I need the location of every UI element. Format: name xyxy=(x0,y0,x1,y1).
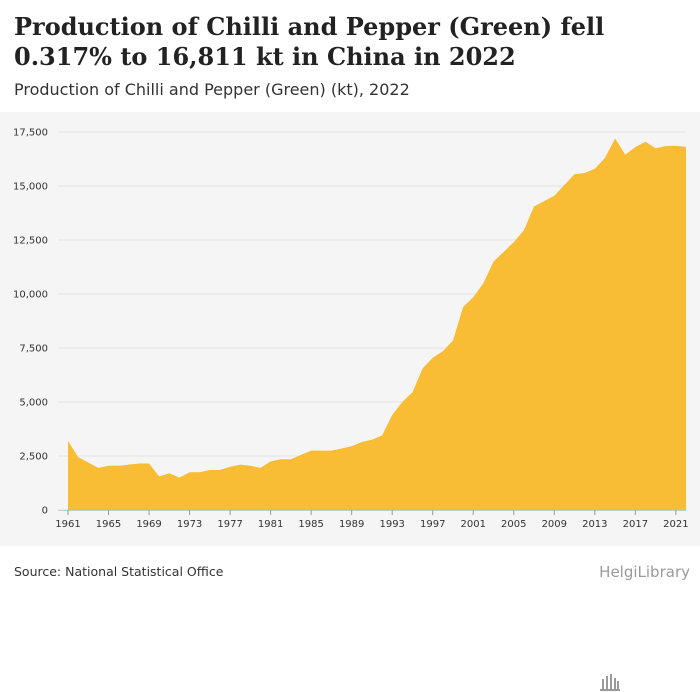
x-tick-label: 1965 xyxy=(96,519,121,530)
data-point[interactable] xyxy=(256,464,264,472)
data-point[interactable] xyxy=(196,468,204,476)
chart-title: Production of Chilli and Pepper (Green) … xyxy=(14,12,605,71)
data-point[interactable] xyxy=(530,203,538,211)
chart-subtitle: Production of Chilli and Pepper (Green) … xyxy=(14,80,410,99)
x-tick-label: 2009 xyxy=(542,519,567,530)
data-point[interactable] xyxy=(520,226,528,234)
data-point[interactable] xyxy=(94,464,102,472)
data-point[interactable] xyxy=(64,437,72,445)
data-point[interactable] xyxy=(165,469,173,477)
data-point[interactable] xyxy=(571,170,579,178)
x-tick-label: 1969 xyxy=(136,519,161,530)
x-tick-label: 2005 xyxy=(501,519,526,530)
data-point[interactable] xyxy=(631,143,639,151)
data-point[interactable] xyxy=(358,438,366,446)
data-point[interactable] xyxy=(327,447,335,455)
data-point[interactable] xyxy=(267,457,275,465)
data-point[interactable] xyxy=(246,462,254,470)
data-point[interactable] xyxy=(479,279,487,287)
data-point[interactable] xyxy=(550,192,558,200)
library-building-icon xyxy=(600,674,621,691)
data-point[interactable] xyxy=(84,458,92,466)
data-point[interactable] xyxy=(348,442,356,450)
x-axis: 1961 1965 1969 1973 1977 1981 1985 1989 1993 1997… xyxy=(55,510,689,530)
x-tick-label: 1961 xyxy=(55,519,80,530)
x-tick-label: 1993 xyxy=(379,519,404,530)
data-point[interactable] xyxy=(125,461,133,469)
data-point[interactable] xyxy=(560,181,568,189)
data-point[interactable] xyxy=(429,354,437,362)
data-point[interactable] xyxy=(74,453,82,461)
data-point[interactable] xyxy=(500,248,508,256)
data-point[interactable] xyxy=(459,303,467,311)
y-tick-label: 7,500 xyxy=(19,344,48,355)
x-tick-label: 1989 xyxy=(339,519,364,530)
data-point[interactable] xyxy=(115,462,123,470)
data-point[interactable] xyxy=(469,293,477,301)
data-point[interactable] xyxy=(601,154,609,162)
data-point[interactable] xyxy=(682,143,690,151)
helgilibrary-logo[interactable]: HelgiLibrary xyxy=(599,560,690,691)
x-tick-label: 1985 xyxy=(298,519,323,530)
data-point[interactable] xyxy=(672,142,680,150)
data-point[interactable] xyxy=(105,462,113,470)
data-point[interactable] xyxy=(226,463,234,471)
source-note: Source: National Statistical Office xyxy=(14,564,224,579)
data-point[interactable] xyxy=(216,466,224,474)
data-point[interactable] xyxy=(135,460,143,468)
x-tick-label: 1981 xyxy=(258,519,283,530)
data-point[interactable] xyxy=(175,474,183,482)
data-point[interactable] xyxy=(236,461,244,469)
data-point[interactable] xyxy=(287,455,295,463)
data-point[interactable] xyxy=(540,197,548,205)
data-point[interactable] xyxy=(591,165,599,173)
data-point[interactable] xyxy=(581,169,589,177)
data-point[interactable] xyxy=(378,431,386,439)
data-point[interactable] xyxy=(206,466,214,474)
x-tick-label: 1973 xyxy=(177,519,202,530)
data-point[interactable] xyxy=(652,144,660,152)
x-tick-label: 1997 xyxy=(420,519,445,530)
y-tick-label: 17,500 xyxy=(13,128,48,139)
y-tick-label: 10,000 xyxy=(13,290,48,301)
data-point[interactable] xyxy=(338,444,346,452)
y-tick-label: 2,500 xyxy=(19,452,48,463)
series-group xyxy=(64,134,690,511)
data-point[interactable] xyxy=(297,451,305,459)
y-tick-label: 0 xyxy=(42,506,48,517)
data-point[interactable] xyxy=(439,347,447,355)
chart-header: Production of Chilli and Pepper (Green) … xyxy=(0,0,700,112)
data-point[interactable] xyxy=(186,468,194,476)
data-point[interactable] xyxy=(145,460,153,468)
data-point[interactable] xyxy=(611,134,619,142)
area-chart: 0 2,500 5,000 7,500 10,000 12,500 15,000 17,500… xyxy=(13,128,690,531)
data-point[interactable] xyxy=(307,447,315,455)
y-tick-label: 15,000 xyxy=(13,182,48,193)
data-point[interactable] xyxy=(277,455,285,463)
x-tick-label: 2017 xyxy=(623,519,648,530)
y-tick-label: 12,500 xyxy=(13,236,48,247)
data-point[interactable] xyxy=(368,436,376,444)
data-point[interactable] xyxy=(621,151,629,159)
data-point[interactable] xyxy=(317,447,325,455)
logo-text: HelgiLibrary xyxy=(599,563,690,581)
y-axis: 0 2,500 5,000 7,500 10,000 12,500 15,000 17,500 xyxy=(13,128,48,517)
data-point[interactable] xyxy=(490,258,498,266)
data-point[interactable] xyxy=(449,336,457,344)
data-point[interactable] xyxy=(662,142,670,150)
data-point[interactable] xyxy=(398,398,406,406)
x-tick-label: 2021 xyxy=(663,519,688,530)
data-point[interactable] xyxy=(155,473,163,481)
x-tick-label: 2013 xyxy=(582,519,607,530)
data-point[interactable] xyxy=(641,138,649,146)
production-area xyxy=(68,138,686,511)
data-point[interactable] xyxy=(419,365,427,373)
data-point[interactable] xyxy=(510,238,518,246)
x-tick-label: 2001 xyxy=(461,519,486,530)
data-point[interactable] xyxy=(408,388,416,396)
y-tick-label: 5,000 xyxy=(19,398,48,409)
data-point[interactable] xyxy=(388,411,396,419)
x-tick-label: 1977 xyxy=(217,519,242,530)
